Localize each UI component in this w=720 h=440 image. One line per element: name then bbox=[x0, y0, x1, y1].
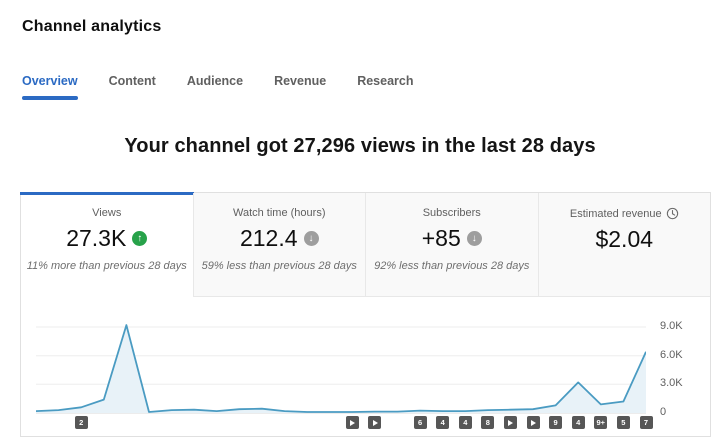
analytics-tabs: Overview Content Audience Revenue Resear… bbox=[22, 74, 413, 100]
video-marker[interactable]: 7 bbox=[639, 416, 653, 429]
metric-label-text: Watch time (hours) bbox=[232, 207, 326, 219]
video-marker-play[interactable] bbox=[368, 416, 382, 429]
headline: Your channel got 27,296 views in the las… bbox=[124, 135, 596, 157]
metric-cards: Views 27.3K ↑ 11% more than previous 28 … bbox=[20, 192, 711, 297]
metric-subtext: 92% less than previous 28 days bbox=[374, 260, 530, 272]
video-marker[interactable]: 2 bbox=[74, 416, 88, 429]
tab-overview[interactable]: Overview bbox=[22, 74, 78, 100]
video-marker-play[interactable] bbox=[503, 416, 517, 429]
metric-card-watch-time[interactable]: Watch time (hours) 212.4 ↓ 59% less than… bbox=[192, 193, 366, 297]
tab-content[interactable]: Content bbox=[108, 74, 156, 88]
metric-subtext: 11% more than previous 28 days bbox=[26, 260, 187, 272]
video-marker[interactable]: 9 bbox=[549, 416, 563, 429]
page-title: Channel analytics bbox=[22, 18, 162, 35]
video-marker-play[interactable] bbox=[526, 416, 540, 429]
metric-card-estimated-revenue[interactable]: Estimated revenue $2.04 bbox=[537, 193, 711, 297]
video-marker[interactable]: 4 bbox=[436, 416, 450, 429]
metric-label-text: Views bbox=[92, 207, 122, 219]
metric-card-views[interactable]: Views 27.3K ↑ 11% more than previous 28 … bbox=[20, 192, 193, 297]
views-chart-area[interactable]: 9.0K 6.0K 3.0K 0 2 6 4 4 8 9 4 9+ 5 7 bbox=[21, 297, 710, 436]
play-icon bbox=[372, 419, 378, 426]
video-marker[interactable]: 4 bbox=[571, 416, 585, 429]
tab-audience[interactable]: Audience bbox=[186, 74, 244, 88]
y-axis-tick-label: 3.0K bbox=[660, 377, 683, 390]
metric-value: 27.3K bbox=[66, 225, 127, 251]
tab-research[interactable]: Research bbox=[357, 74, 414, 88]
video-marker[interactable]: 5 bbox=[616, 416, 630, 429]
metric-label: Subscribers bbox=[366, 207, 538, 219]
metric-label: Estimated revenue bbox=[539, 207, 711, 220]
tab-revenue[interactable]: Revenue bbox=[274, 74, 327, 88]
metric-card-subscribers[interactable]: Subscribers +85 ↓ 92% less than previous… bbox=[365, 193, 538, 297]
play-icon bbox=[350, 419, 356, 426]
play-icon bbox=[508, 419, 514, 426]
metric-label: Watch time (hours) bbox=[194, 207, 366, 219]
metric-label-text: Subscribers bbox=[422, 207, 481, 219]
y-axis-tick-label: 0 bbox=[660, 406, 667, 418]
trend-down-icon: ↓ bbox=[303, 231, 319, 246]
video-marker[interactable]: 4 bbox=[458, 416, 472, 429]
trend-down-icon: ↓ bbox=[466, 231, 482, 246]
y-axis-tick-label: 9.0K bbox=[660, 320, 683, 332]
metric-value: $2.04 bbox=[595, 226, 654, 252]
metric-label-text: Estimated revenue bbox=[569, 207, 662, 220]
video-marker-play[interactable] bbox=[345, 416, 359, 429]
clock-icon bbox=[666, 207, 678, 220]
video-marker[interactable]: 9+ bbox=[594, 416, 608, 429]
video-marker[interactable]: 8 bbox=[481, 416, 495, 429]
analytics-panel: Views 27.3K ↑ 11% more than previous 28 … bbox=[20, 192, 711, 437]
y-axis-tick-label: 6.0K bbox=[660, 348, 683, 361]
play-icon bbox=[531, 419, 536, 426]
metric-subtext: 59% less than previous 28 days bbox=[201, 260, 357, 272]
metric-value: 212.4 bbox=[239, 225, 298, 251]
views-chart[interactable] bbox=[36, 313, 646, 417]
metric-label: Views bbox=[21, 207, 193, 219]
video-marker[interactable]: 6 bbox=[413, 416, 427, 429]
trend-up-icon: ↑ bbox=[132, 231, 148, 246]
metric-value: +85 bbox=[421, 225, 461, 251]
